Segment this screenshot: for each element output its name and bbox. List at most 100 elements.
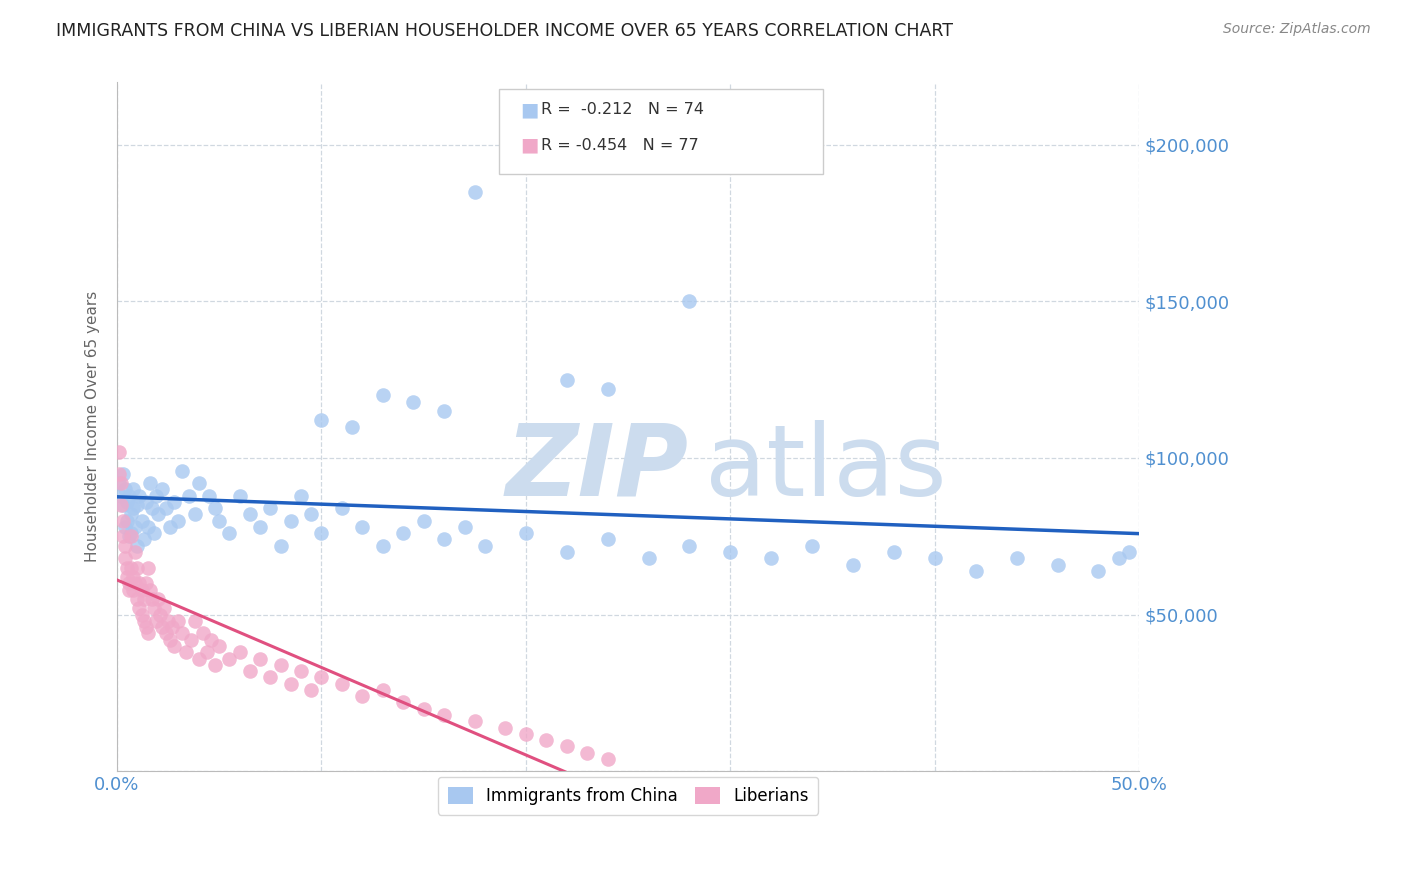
- Point: [160, 620, 183, 634]
- Point: [120, 508, 142, 522]
- Point: [150, 483, 173, 497]
- Point: [412, 702, 434, 716]
- Point: [239, 508, 262, 522]
- Point: [110, 476, 132, 491]
- Point: [146, 592, 169, 607]
- Point: [259, 501, 281, 516]
- Point: [371, 539, 394, 553]
- Point: [132, 592, 155, 607]
- Point: [596, 382, 619, 396]
- Point: [131, 582, 153, 597]
- Point: [141, 501, 163, 516]
- Point: [124, 520, 146, 534]
- Point: [141, 592, 163, 607]
- Point: [259, 670, 281, 684]
- Point: [142, 601, 165, 615]
- Point: [299, 508, 322, 522]
- Point: [352, 520, 374, 534]
- Point: [842, 558, 865, 572]
- Point: [270, 657, 292, 672]
- Point: [801, 539, 824, 553]
- Point: [311, 670, 333, 684]
- Point: [340, 419, 363, 434]
- Point: [176, 645, 198, 659]
- Point: [177, 489, 200, 503]
- Point: [311, 413, 333, 427]
- Point: [183, 614, 205, 628]
- Point: [110, 489, 132, 503]
- Point: [392, 526, 415, 541]
- Point: [138, 582, 160, 597]
- Point: [127, 592, 149, 607]
- Point: [637, 551, 659, 566]
- Point: [135, 576, 157, 591]
- Point: [118, 529, 141, 543]
- Point: [149, 607, 172, 622]
- Point: [142, 526, 165, 541]
- Point: [187, 651, 209, 665]
- Point: [136, 560, 159, 574]
- Point: [120, 529, 142, 543]
- Point: [172, 626, 194, 640]
- Point: [114, 483, 136, 497]
- Point: [280, 514, 302, 528]
- Text: R =  -0.212   N = 74: R = -0.212 N = 74: [541, 103, 704, 117]
- Point: [108, 476, 131, 491]
- Point: [200, 632, 222, 647]
- Point: [330, 676, 353, 690]
- Point: [280, 676, 302, 690]
- Point: [157, 614, 180, 628]
- Point: [208, 514, 231, 528]
- Point: [128, 576, 150, 591]
- Point: [153, 601, 176, 615]
- Point: [495, 721, 517, 735]
- Point: [131, 514, 153, 528]
- Point: [118, 576, 141, 591]
- Point: [392, 695, 415, 709]
- Point: [108, 444, 131, 458]
- Point: [718, 545, 741, 559]
- Point: [114, 520, 136, 534]
- Point: [128, 489, 150, 503]
- Point: [155, 501, 177, 516]
- Point: [1108, 551, 1130, 566]
- Point: [122, 501, 145, 516]
- Point: [678, 539, 700, 553]
- Point: [187, 476, 209, 491]
- Text: ■: ■: [520, 100, 538, 120]
- Point: [536, 733, 558, 747]
- Point: [311, 526, 333, 541]
- Point: [883, 545, 905, 559]
- Point: [159, 520, 181, 534]
- Point: [114, 551, 136, 566]
- Point: [120, 526, 142, 541]
- Point: [115, 560, 138, 574]
- Point: [108, 467, 131, 481]
- Point: [110, 498, 132, 512]
- Point: [127, 539, 149, 553]
- Point: [112, 498, 135, 512]
- Point: [515, 727, 537, 741]
- Point: [299, 682, 322, 697]
- Point: [118, 582, 141, 597]
- Point: [136, 626, 159, 640]
- Point: [218, 526, 240, 541]
- Point: [204, 501, 226, 516]
- Point: [218, 651, 240, 665]
- Point: [114, 539, 136, 553]
- Point: [136, 520, 159, 534]
- Point: [115, 514, 138, 528]
- Point: [596, 533, 619, 547]
- Point: [122, 570, 145, 584]
- Point: [198, 489, 221, 503]
- Point: [115, 495, 138, 509]
- Point: [1046, 558, 1069, 572]
- Point: [402, 394, 425, 409]
- Point: [150, 620, 173, 634]
- Point: [127, 560, 149, 574]
- Point: [159, 632, 181, 647]
- Point: [474, 539, 496, 553]
- Point: [228, 645, 250, 659]
- Point: [1005, 551, 1028, 566]
- Point: [290, 664, 312, 678]
